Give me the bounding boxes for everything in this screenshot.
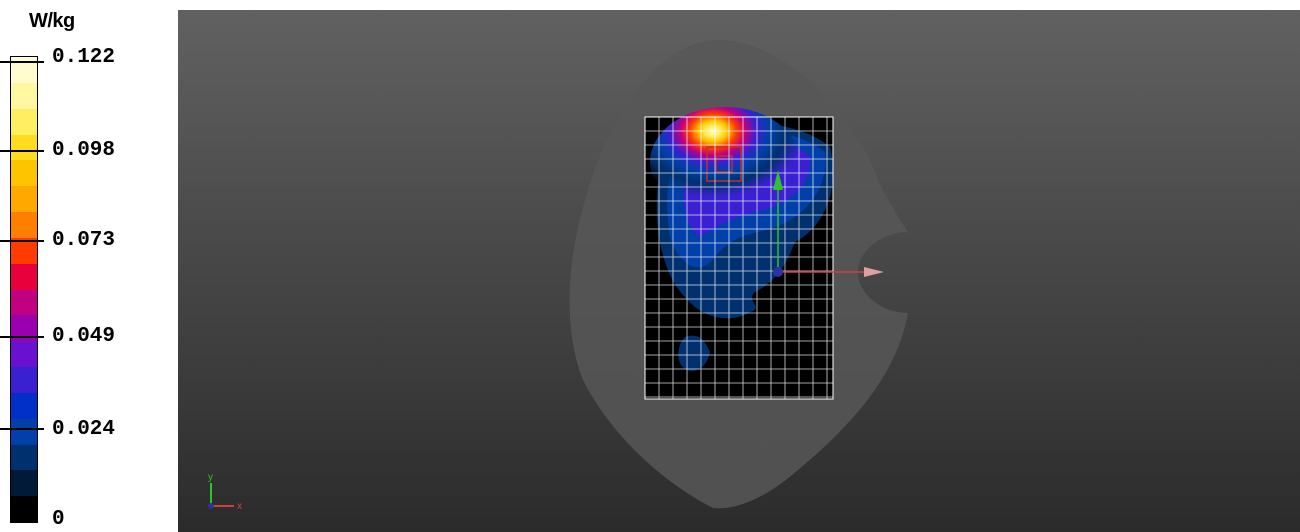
legend-tick — [0, 61, 44, 63]
sar-hotspot — [650, 107, 800, 217]
colorbar-segment — [11, 444, 37, 471]
peak-marker-outer — [706, 146, 742, 182]
legend-label-2: 0.098 — [52, 139, 116, 162]
legend-label-max: 0.122 — [52, 46, 116, 69]
axis-y-arrow — [773, 170, 783, 190]
legend-label-4: 0.049 — [52, 325, 116, 348]
colorbar-segment — [11, 418, 37, 446]
legend-tick — [0, 428, 44, 430]
axis-origin — [773, 267, 783, 277]
axis-x-arrow — [864, 267, 884, 277]
colorbar-segment — [11, 341, 37, 368]
legend-label-5: 0.024 — [52, 418, 116, 441]
triad-y-label: y — [208, 472, 213, 483]
legend-tick — [0, 336, 44, 338]
colorbar-segment — [11, 160, 37, 187]
triad-origin — [208, 503, 214, 509]
colorbar-segment — [11, 134, 37, 161]
colorbar-segment — [11, 367, 37, 394]
colorbar-segment — [11, 263, 37, 291]
sar-lower-patch — [678, 335, 710, 372]
peak-marker-inner — [715, 155, 733, 173]
colorbar-segment — [11, 470, 37, 497]
legend-tick — [0, 150, 44, 152]
colorbar-segment — [11, 186, 37, 213]
legend-tick — [0, 240, 44, 242]
sar-grid — [644, 107, 834, 400]
colorbar-segment — [11, 108, 37, 136]
orientation-triad: y x — [208, 472, 242, 512]
local-axes — [773, 170, 884, 277]
legend-label-3: 0.073 — [52, 229, 116, 252]
legend-label-min: 0 — [52, 508, 65, 531]
sar-scene: y x — [208, 40, 908, 512]
colorbar-segment — [11, 496, 37, 523]
colorbar — [10, 56, 38, 523]
grid-border — [644, 116, 834, 400]
3d-viewport[interactable]: y x — [178, 10, 1300, 532]
triad-x-label: x — [237, 501, 242, 512]
color-legend: W/kg 0.122 0.098 0.073 0.049 0.024 0 — [0, 0, 160, 532]
grid-lines — [645, 117, 833, 399]
colorbar-segment — [11, 392, 37, 420]
legend-unit-label: W/kg — [29, 10, 75, 32]
colorbar-segment — [11, 237, 37, 265]
colorbar-segment — [11, 212, 37, 239]
colorbar-segment — [11, 289, 37, 316]
colorbar-segment — [11, 82, 37, 110]
